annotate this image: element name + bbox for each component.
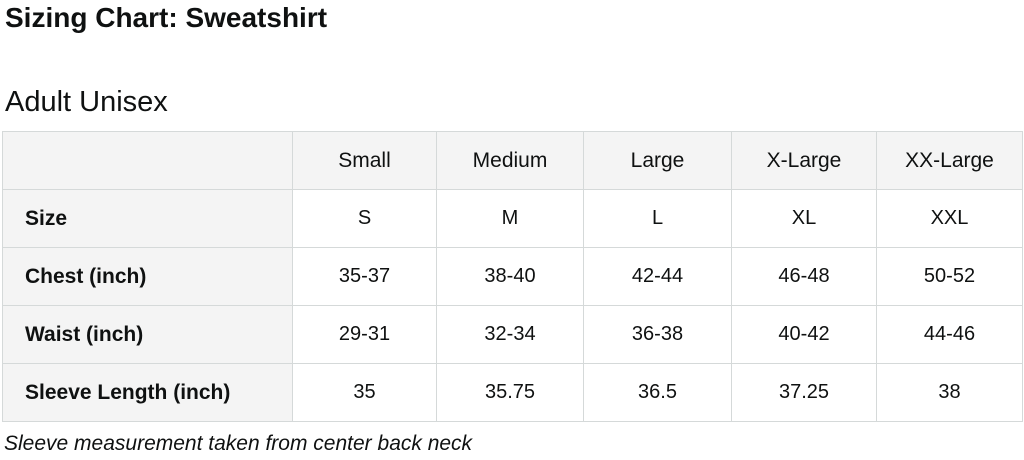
sleeve-cell-xx-large: 38: [876, 363, 1023, 422]
size-cell-small: S: [292, 189, 437, 248]
page-subtitle: Adult Unisex: [5, 86, 168, 118]
column-header-medium: Medium: [436, 131, 584, 190]
row-label-waist: Waist (inch): [2, 305, 293, 364]
size-cell-medium: M: [436, 189, 584, 248]
table-row-sleeve-length: Sleeve Length (inch) 35 35.75 36.5 37.25…: [2, 363, 1023, 422]
chest-cell-medium: 38-40: [436, 247, 584, 306]
table-row-size: Size S M L XL XXL: [2, 189, 1023, 248]
size-cell-large: L: [583, 189, 732, 248]
waist-cell-xx-large: 44-46: [876, 305, 1023, 364]
column-header-xx-large: XX-Large: [876, 131, 1023, 190]
size-cell-x-large: XL: [731, 189, 877, 248]
chest-cell-x-large: 46-48: [731, 247, 877, 306]
waist-cell-small: 29-31: [292, 305, 437, 364]
column-header-large: Large: [583, 131, 732, 190]
chest-cell-xx-large: 50-52: [876, 247, 1023, 306]
waist-cell-x-large: 40-42: [731, 305, 877, 364]
row-label-sleeve-length: Sleeve Length (inch): [2, 363, 293, 422]
table-header-row: Small Medium Large X-Large XX-Large: [2, 131, 1023, 190]
waist-cell-large: 36-38: [583, 305, 732, 364]
sleeve-cell-medium: 35.75: [436, 363, 584, 422]
chest-cell-small: 35-37: [292, 247, 437, 306]
table-row-waist: Waist (inch) 29-31 32-34 36-38 40-42 44-…: [2, 305, 1023, 364]
waist-cell-medium: 32-34: [436, 305, 584, 364]
sleeve-cell-small: 35: [292, 363, 437, 422]
sleeve-measurement-footnote: Sleeve measurement taken from center bac…: [4, 432, 473, 455]
sleeve-cell-large: 36.5: [583, 363, 732, 422]
sizing-table: Small Medium Large X-Large XX-Large Size…: [2, 131, 1023, 422]
row-label-size: Size: [2, 189, 293, 248]
sleeve-cell-x-large: 37.25: [731, 363, 877, 422]
column-header-x-large: X-Large: [731, 131, 877, 190]
table-row-chest: Chest (inch) 35-37 38-40 42-44 46-48 50-…: [2, 247, 1023, 306]
corner-header-cell: [2, 131, 293, 190]
chest-cell-large: 42-44: [583, 247, 732, 306]
size-cell-xx-large: XXL: [876, 189, 1023, 248]
row-label-chest: Chest (inch): [2, 247, 293, 306]
page-title: Sizing Chart: Sweatshirt: [5, 2, 328, 33]
column-header-small: Small: [292, 131, 437, 190]
